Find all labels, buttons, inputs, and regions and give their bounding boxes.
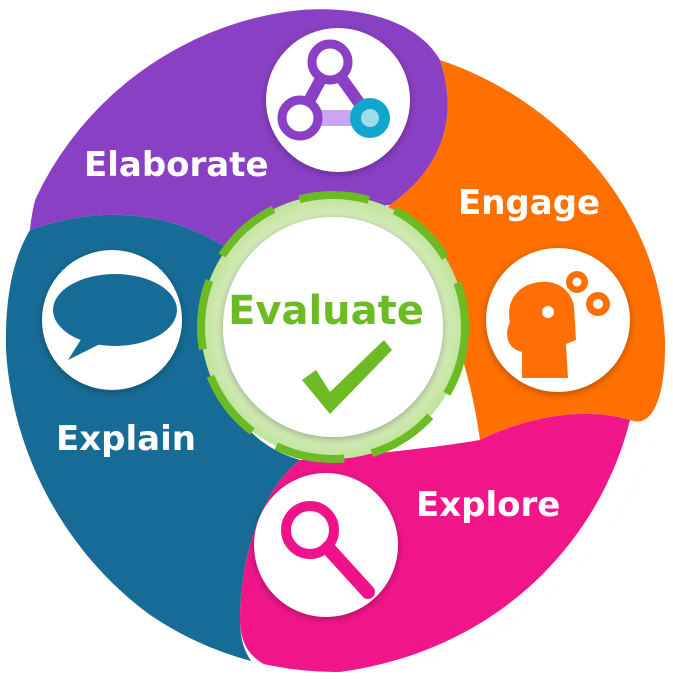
label-engage: Engage: [458, 183, 600, 223]
magnifier-icon: [281, 501, 375, 599]
network-nodes-icon: [277, 39, 390, 141]
label-explain: Explain: [56, 419, 196, 459]
label-explore: Explore: [416, 485, 560, 525]
label-elaborate: Elaborate: [84, 145, 269, 185]
speech-bubble-icon: [53, 274, 177, 360]
head-gears-icon: [507, 271, 610, 378]
center-label-evaluate: Evaluate: [228, 288, 424, 334]
center-ring: [197, 191, 469, 463]
checkmark-icon: [302, 340, 392, 414]
